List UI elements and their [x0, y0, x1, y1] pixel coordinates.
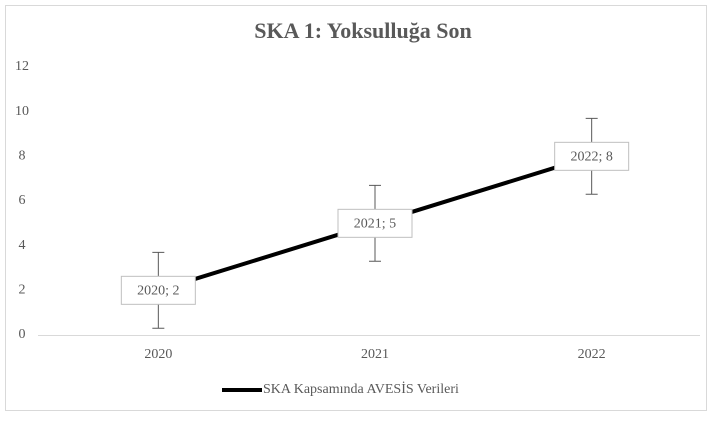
data-label-box: [120, 275, 196, 305]
y-tick-label: 8: [19, 149, 26, 164]
chart-title: SKA 1: Yoksulluğa Son: [254, 18, 471, 43]
data-label-box: [337, 208, 413, 238]
x-tick-label: 2021: [361, 347, 389, 362]
data-label-box: [554, 141, 630, 171]
y-tick-label: 4: [19, 238, 26, 253]
y-tick-label: 12: [15, 59, 29, 74]
x-tick-label: 2020: [144, 347, 172, 362]
data-label: 2021; 5: [354, 217, 396, 232]
data-label: 2022; 8: [570, 150, 612, 165]
y-tick-label: 2: [19, 283, 26, 298]
y-tick-label: 10: [15, 104, 29, 119]
data-label: 2020; 2: [137, 284, 179, 299]
x-tick-label: 2022: [578, 347, 606, 362]
legend-label: SKA Kapsamında AVESİS Verileri: [263, 381, 459, 397]
y-tick-label: 0: [19, 327, 26, 342]
y-tick-label: 6: [19, 193, 26, 208]
chart-frame: [5, 5, 707, 411]
